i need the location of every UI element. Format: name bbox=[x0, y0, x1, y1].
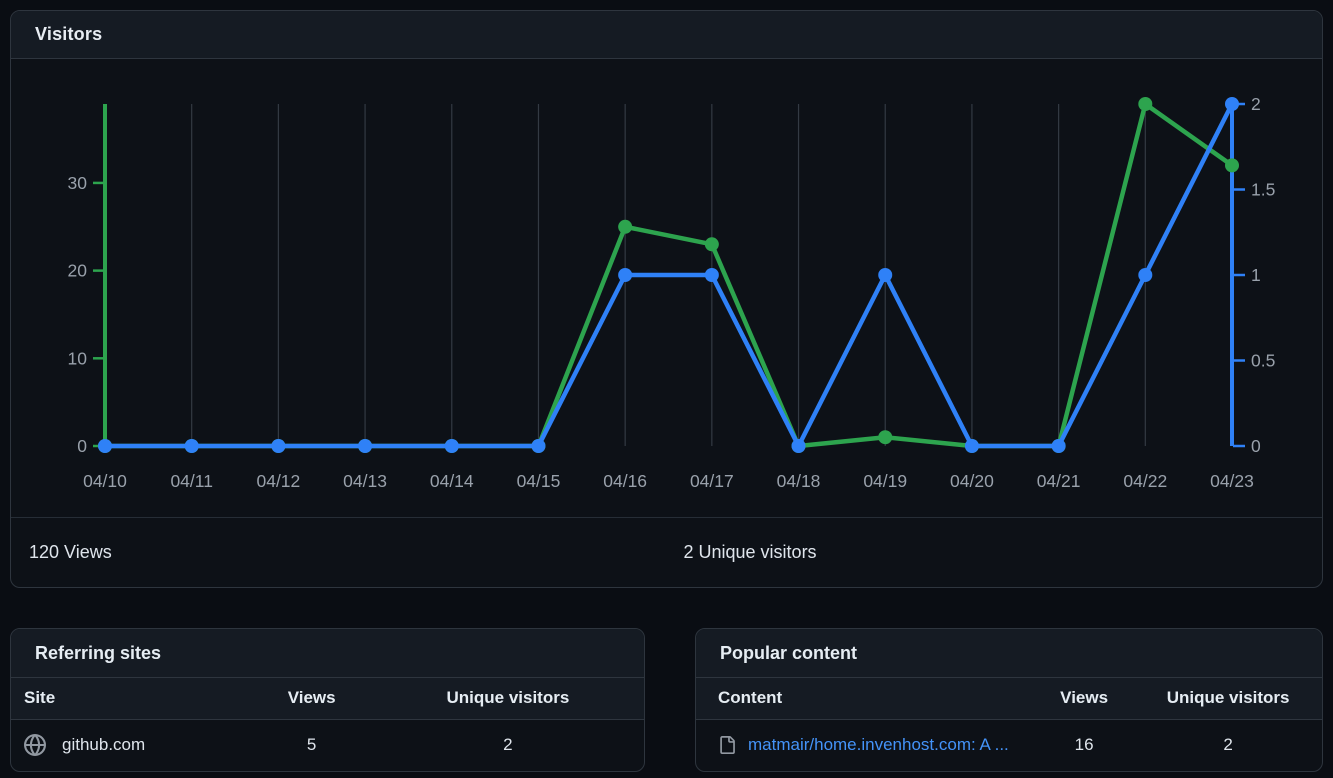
unique-visitors-point[interactable] bbox=[704, 268, 719, 282]
popular-content-link[interactable]: matmair/home.invenhost.com: A ... bbox=[748, 734, 1009, 754]
table-row: matmair/home.invenhost.com: A ... 16 2 bbox=[696, 719, 1322, 770]
unique-visitors-line bbox=[102, 101, 1235, 449]
unique-visitors-point[interactable] bbox=[271, 439, 286, 453]
referring-site-name: github.com bbox=[62, 734, 146, 754]
total-views-label: 120 Views bbox=[29, 542, 112, 562]
popular-content-unique: 2 bbox=[1223, 734, 1233, 754]
unique-visitors-point[interactable] bbox=[1051, 439, 1066, 453]
popular-content-card: Popular content Content Views Unique vis… bbox=[695, 628, 1323, 772]
column-unique-visitors: Unique visitors bbox=[371, 678, 644, 720]
visitors-card: Visitors 04/10 04/11 04/12 04/13 04/14 04/15 0… bbox=[10, 10, 1323, 588]
views-point[interactable] bbox=[618, 219, 633, 234]
right-axis-tick-label: 0 bbox=[1251, 436, 1261, 456]
referring-sites-title: Referring sites bbox=[35, 642, 162, 663]
unique-visitors-point[interactable] bbox=[1225, 97, 1239, 111]
x-axis-label: 04/12 bbox=[256, 471, 300, 491]
total-unique-visitors-label: 2 Unique visitors bbox=[683, 542, 817, 562]
referring-site-views: 5 bbox=[306, 734, 317, 754]
file-icon bbox=[720, 735, 735, 754]
visitors-title: Visitors bbox=[35, 24, 103, 44]
views-point[interactable] bbox=[704, 237, 719, 252]
x-axis-label: 04/17 bbox=[690, 471, 734, 491]
views-point[interactable] bbox=[1225, 158, 1239, 173]
column-views: Views bbox=[1034, 678, 1135, 720]
x-axis-label: 04/19 bbox=[863, 471, 907, 491]
unique-visitors-point[interactable] bbox=[964, 439, 979, 453]
x-axis-label: 04/20 bbox=[950, 471, 994, 491]
popular-content-header: Popular content bbox=[696, 629, 1322, 678]
unique-visitors-point[interactable] bbox=[878, 268, 893, 282]
visitors-chart[interactable]: 04/10 04/11 04/12 04/13 04/14 04/15 04/16 04/17… bbox=[11, 59, 1322, 517]
visitors-card-header: Visitors bbox=[11, 11, 1322, 59]
unique-visitors-point[interactable] bbox=[444, 439, 459, 453]
column-site: Site bbox=[11, 678, 252, 720]
views-point[interactable] bbox=[878, 430, 893, 445]
x-axis-label: 04/23 bbox=[1210, 471, 1254, 491]
referring-sites-card: Referring sites Site Views Unique visito… bbox=[10, 628, 645, 772]
x-axis-label: 04/13 bbox=[343, 471, 387, 491]
unique-visitors-point[interactable] bbox=[531, 439, 546, 453]
traffic-summary-row: 120 Views 2 Unique visitors bbox=[11, 517, 1322, 587]
visitors-chart-svg[interactable]: 04/10 04/11 04/12 04/13 04/14 04/15 04/16 04/17… bbox=[11, 59, 1322, 517]
column-unique-visitors: Unique visitors bbox=[1134, 678, 1322, 720]
referring-sites-header: Referring sites bbox=[11, 629, 644, 678]
views-point[interactable] bbox=[1138, 97, 1153, 111]
popular-content-title: Popular content bbox=[720, 642, 858, 663]
unique-visitors-point[interactable] bbox=[618, 268, 633, 282]
x-axis-label: 04/10 bbox=[83, 471, 127, 491]
table-row: github.com 5 2 bbox=[11, 719, 644, 770]
x-axis-label: 04/18 bbox=[777, 471, 821, 491]
unique-visitors-point[interactable] bbox=[98, 439, 112, 453]
referring-site-unique: 2 bbox=[503, 734, 513, 754]
referring-sites-header-row: Site Views Unique visitors bbox=[11, 678, 644, 720]
x-axis-label: 04/14 bbox=[430, 471, 474, 491]
left-axis-tick-label: 10 bbox=[68, 348, 88, 368]
popular-content-table: Content Views Unique visitors matmair/ho… bbox=[696, 678, 1322, 770]
right-axis-tick-label: 1.5 bbox=[1251, 180, 1275, 200]
x-axis-label: 04/21 bbox=[1037, 471, 1081, 491]
left-axis-tick-label: 0 bbox=[77, 436, 87, 456]
x-axis-label: 04/22 bbox=[1123, 471, 1167, 491]
right-axis-tick-label: 2 bbox=[1251, 94, 1261, 114]
x-axis-label: 04/16 bbox=[603, 471, 647, 491]
x-axis-label: 04/11 bbox=[170, 471, 213, 491]
popular-content-header-row: Content Views Unique visitors bbox=[696, 678, 1322, 720]
right-axis-tick-label: 0.5 bbox=[1251, 351, 1275, 371]
unique-visitors-point[interactable] bbox=[1138, 268, 1153, 282]
column-content: Content bbox=[696, 678, 1035, 720]
unique-visitors-point[interactable] bbox=[791, 439, 806, 453]
x-axis-label: 04/15 bbox=[517, 471, 561, 491]
referring-sites-table: Site Views Unique visitors github.com 5 … bbox=[11, 678, 644, 770]
left-axis-tick-label: 30 bbox=[68, 173, 88, 193]
globe-icon bbox=[24, 733, 46, 756]
right-axis-tick-label: 1 bbox=[1251, 265, 1261, 285]
popular-content-views: 16 bbox=[1074, 734, 1094, 754]
column-views: Views bbox=[251, 678, 372, 720]
left-axis-tick-label: 20 bbox=[68, 261, 88, 281]
unique-visitors-point[interactable] bbox=[358, 439, 373, 453]
unique-visitors-point[interactable] bbox=[184, 439, 199, 453]
